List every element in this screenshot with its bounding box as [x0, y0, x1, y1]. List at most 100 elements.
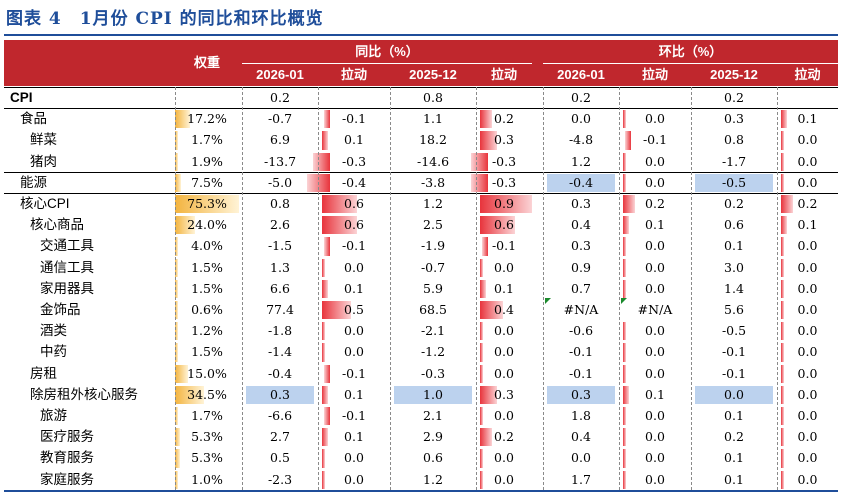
- value-cell-yoy2: 1.2: [423, 471, 443, 487]
- value-cell-pull1: 0.0: [344, 259, 364, 275]
- value-cell-mpull2: 0.0: [797, 323, 818, 339]
- weight-value: 1.2%: [191, 323, 223, 339]
- column-separator: [543, 87, 544, 490]
- row-label: 教育服务: [40, 450, 94, 466]
- pull-bar: [781, 110, 787, 129]
- value-cell-yoy1: 0.2: [270, 90, 290, 105]
- weight-value: 1.7%: [191, 132, 223, 148]
- column-separator: [242, 87, 243, 490]
- weight-bar: [175, 343, 178, 362]
- value-cell-mom1: -0.6: [568, 323, 594, 339]
- value-cell-mpull2: 0.0: [797, 429, 818, 445]
- pull-bar: [781, 407, 784, 426]
- pull-bar: [312, 152, 330, 171]
- value-cell-pull2: 0.0: [494, 323, 514, 339]
- weight-value: 34.5%: [187, 386, 227, 402]
- value-cell-yoy1: 6.9: [270, 132, 290, 148]
- weight-bar: [175, 301, 178, 320]
- pull-bar: [623, 385, 629, 404]
- value-cell-mpull1: 0.0: [645, 429, 665, 445]
- weight-bar: [175, 237, 179, 256]
- value-cell-yoy1: 77.4: [266, 302, 294, 317]
- value-cell-yoy2: 0.8: [423, 90, 443, 105]
- figure-title: 图表 4 1月份 CPI 的同比和环比概览: [6, 9, 324, 29]
- value-cell-yoy1: -13.7: [263, 153, 297, 169]
- row-label: 金饰品: [40, 302, 81, 317]
- pull-bar: [324, 407, 330, 426]
- value-cell-mom2: 5.6: [724, 302, 744, 317]
- value-cell-pull2: 0.3: [494, 386, 514, 402]
- value-cell-mom1: 1.2: [571, 153, 591, 169]
- value-cell-yoy1: 2.7: [270, 429, 290, 445]
- value-cell-mom2: 0.1: [724, 471, 744, 487]
- row-label: 酒类: [40, 323, 67, 339]
- pull-bar: [625, 131, 631, 150]
- row-label: CPI: [10, 90, 33, 105]
- value-cell-yoy1: -0.4: [267, 365, 293, 381]
- weight-value: 1.0%: [191, 471, 223, 487]
- value-cell-mom2: 0.1: [724, 450, 744, 466]
- row-label: 能源: [20, 174, 47, 190]
- pull-bar: [322, 322, 325, 341]
- value-cell-pull1: 0.5: [344, 302, 364, 317]
- highlight-cell: [695, 385, 773, 404]
- pull-bar: [623, 152, 626, 171]
- weight-bar: [175, 258, 178, 277]
- column-separator: [691, 87, 692, 490]
- value-cell-mom1: 0.9: [571, 259, 591, 275]
- pull-bar: [781, 258, 784, 277]
- pull-bar: [623, 470, 626, 489]
- value-cell-mom1: -4.8: [568, 132, 594, 148]
- value-cell-yoy2: -14.6: [416, 153, 450, 169]
- value-cell-mpull2: 0.1: [797, 217, 818, 233]
- pull-bar: [480, 343, 483, 362]
- row-separator: [4, 193, 838, 194]
- value-cell-mom1: 0.3: [571, 196, 591, 211]
- value-cell-pull2: 0.0: [494, 259, 514, 275]
- value-cell-mpull1: 0.0: [645, 259, 665, 275]
- pull-bar: [480, 195, 532, 214]
- pull-bar: [322, 449, 325, 468]
- value-cell-yoy2: 5.9: [423, 280, 443, 296]
- row-separator: [4, 87, 838, 88]
- value-cell-pull2: 0.3: [494, 132, 514, 148]
- value-cell-yoy2: 2.5: [423, 217, 443, 233]
- row-label: 鲜菜: [30, 132, 57, 148]
- value-cell-mom1: #N/A: [563, 302, 599, 317]
- value-cell-mom2: 0.3: [724, 111, 744, 127]
- weight-bar: [175, 470, 178, 489]
- value-cell-yoy1: -5.0: [267, 174, 293, 190]
- value-cell-mom1: 0.3: [571, 386, 591, 402]
- pull-bar: [781, 152, 784, 171]
- pull-bar: [480, 131, 498, 150]
- value-cell-mpull2: 0.2: [797, 196, 818, 211]
- pull-bar: [324, 364, 330, 383]
- value-cell-mom2: 1.4: [724, 280, 744, 296]
- row-separator: [4, 108, 838, 110]
- value-cell-mom2: 0.6: [724, 217, 744, 233]
- column-separator: [175, 87, 176, 490]
- header-mom-period1: 2026-01: [557, 67, 605, 82]
- weight-bar: [175, 195, 239, 214]
- weight-value: 1.9%: [191, 153, 223, 169]
- value-cell-pull1: 0.1: [344, 386, 364, 402]
- value-cell-mom2: 0.2: [724, 90, 744, 105]
- pull-bar: [322, 428, 328, 447]
- row-label: 旅游: [40, 408, 67, 423]
- pull-bar: [781, 385, 784, 404]
- pull-bar: [322, 131, 328, 150]
- value-cell-mpull2: 0.0: [797, 280, 818, 296]
- weight-bar: [175, 385, 205, 404]
- weight-bar: [175, 279, 178, 298]
- header-divider-yoy: [242, 63, 532, 64]
- value-cell-mpull1: 0.0: [645, 174, 665, 190]
- value-cell-yoy1: 1.3: [270, 259, 290, 275]
- value-cell-mpull2: 0.0: [797, 153, 818, 169]
- value-cell-yoy2: 1.2: [423, 196, 443, 211]
- column-separator: [476, 87, 477, 490]
- value-cell-mom2: 0.8: [724, 132, 744, 148]
- value-cell-pull2: 0.0: [494, 471, 514, 487]
- value-cell-yoy2: 2.9: [423, 429, 443, 445]
- pull-bar: [480, 407, 483, 426]
- value-cell-mom1: -0.1: [568, 365, 594, 381]
